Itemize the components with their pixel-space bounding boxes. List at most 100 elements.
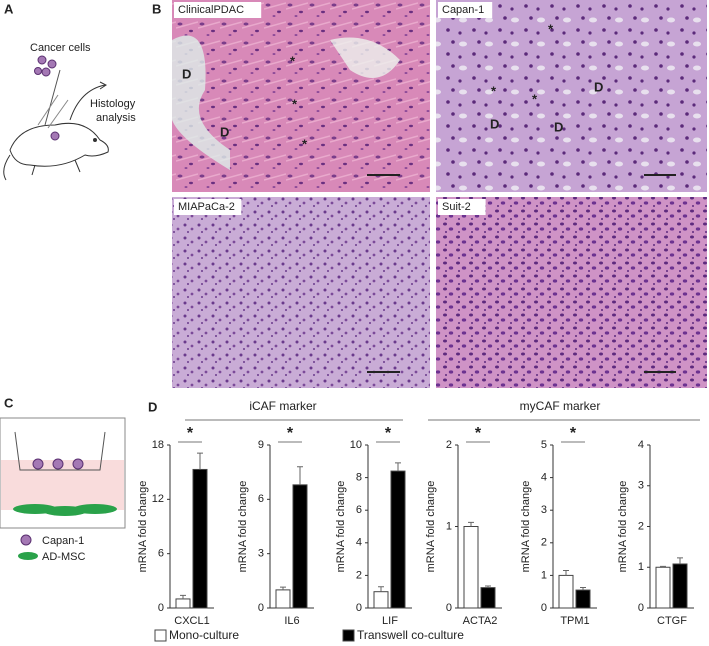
error-bar [563, 570, 569, 576]
bar [672, 563, 688, 609]
x-label: TPM1 [560, 615, 589, 627]
group-label: myCAF marker [520, 399, 601, 413]
error-bar [395, 462, 401, 472]
y-tick-label: 2 [541, 537, 547, 549]
bar [558, 574, 574, 609]
y-tick-label: 12 [152, 493, 164, 505]
y-tick-label: 3 [638, 480, 644, 492]
y-tick-label: 1 [638, 561, 644, 573]
annotation: * [290, 53, 296, 68]
annotation: D [594, 79, 603, 94]
bar [655, 566, 671, 609]
error-bar [485, 585, 491, 588]
annotation: D [490, 116, 499, 131]
y-label: mRNA fold change [617, 481, 629, 573]
error-bar [297, 466, 303, 485]
duct [330, 37, 400, 78]
y-tick-label: 18 [152, 439, 164, 451]
legend-swatch [154, 629, 167, 642]
y-label: mRNA fold change [425, 481, 437, 573]
histology-panels [172, 0, 707, 388]
error-bar [468, 521, 474, 527]
image-label-bg [174, 199, 242, 215]
histology-image [436, 197, 707, 388]
significance: * [475, 425, 482, 442]
legend-label: Transwell co-culture [357, 628, 464, 642]
annotation: D [220, 124, 229, 139]
y-tick-label: 6 [158, 548, 164, 560]
insert [14, 431, 106, 471]
y-tick-label: 0 [541, 602, 547, 614]
significance: * [187, 425, 194, 442]
histology-image [172, 0, 430, 192]
error-bar [677, 557, 683, 564]
bar [480, 587, 496, 609]
y-tick-label: 3 [258, 548, 264, 560]
y-tick-label: 6 [356, 504, 362, 516]
y-tick-label: 10 [350, 439, 362, 451]
bar [575, 589, 591, 609]
image-label: Suit-2 [442, 201, 471, 213]
bar [192, 468, 208, 609]
bar [463, 526, 479, 609]
y-tick-label: 6 [258, 493, 264, 505]
mouse-illustration [3, 69, 109, 181]
significance: * [570, 425, 577, 442]
label: Capan-1 [42, 535, 84, 547]
error-bar [660, 565, 666, 568]
x-label: IL6 [284, 615, 299, 627]
annotation: D [554, 119, 563, 134]
error-bar [280, 586, 286, 590]
annotation: * [532, 91, 538, 106]
histology-image [436, 0, 707, 192]
bar [292, 484, 308, 609]
error-bar [180, 594, 186, 599]
panel-label: C [4, 395, 14, 410]
image-label-bg [438, 199, 486, 215]
y-tick-label: 0 [356, 602, 362, 614]
image-label: MIAPaCa-2 [178, 201, 235, 213]
label: Histology [90, 98, 136, 110]
legend-swatch [342, 629, 355, 642]
error-bar [580, 586, 586, 591]
error-bar [378, 586, 384, 592]
msc-icon [18, 552, 38, 560]
image-label-bg [174, 2, 262, 18]
y-tick-label: 1 [541, 569, 547, 581]
x-label: ACTA2 [463, 615, 498, 627]
y-tick-label: 0 [258, 602, 264, 614]
y-tick-label: 2 [356, 569, 362, 581]
annotation: * [292, 96, 298, 111]
transwell-illustration [0, 417, 126, 560]
label: analysis [96, 112, 136, 124]
histology-image [172, 197, 430, 388]
panel-label: A [4, 1, 14, 16]
bar [275, 589, 291, 609]
annotation: * [491, 83, 497, 98]
y-label: mRNA fold change [137, 481, 149, 573]
duct [172, 35, 230, 170]
cancer-cells [34, 55, 60, 141]
y-tick-label: 2 [638, 520, 644, 532]
y-tick-label: 8 [356, 472, 362, 484]
error-bar [197, 452, 203, 470]
label: AD-MSC [42, 551, 85, 563]
y-tick-label: 1 [446, 520, 452, 532]
cell-icon [20, 534, 32, 546]
bar [373, 591, 389, 609]
medium [1, 460, 124, 510]
y-label: mRNA fold change [520, 481, 532, 573]
bar [175, 598, 191, 609]
annotation: * [548, 21, 554, 36]
y-label: mRNA fold change [335, 481, 347, 573]
y-tick-label: 0 [158, 602, 164, 614]
y-tick-label: 3 [541, 504, 547, 516]
panel-label: B [152, 1, 161, 16]
y-tick-label: 2 [446, 439, 452, 451]
legend-label: Mono-culture [169, 628, 239, 642]
panel-label: D [148, 399, 157, 414]
significance: * [385, 425, 392, 442]
y-tick-label: 5 [541, 439, 547, 451]
y-tick-label: 4 [356, 537, 362, 549]
x-label: CXCL1 [174, 615, 209, 627]
